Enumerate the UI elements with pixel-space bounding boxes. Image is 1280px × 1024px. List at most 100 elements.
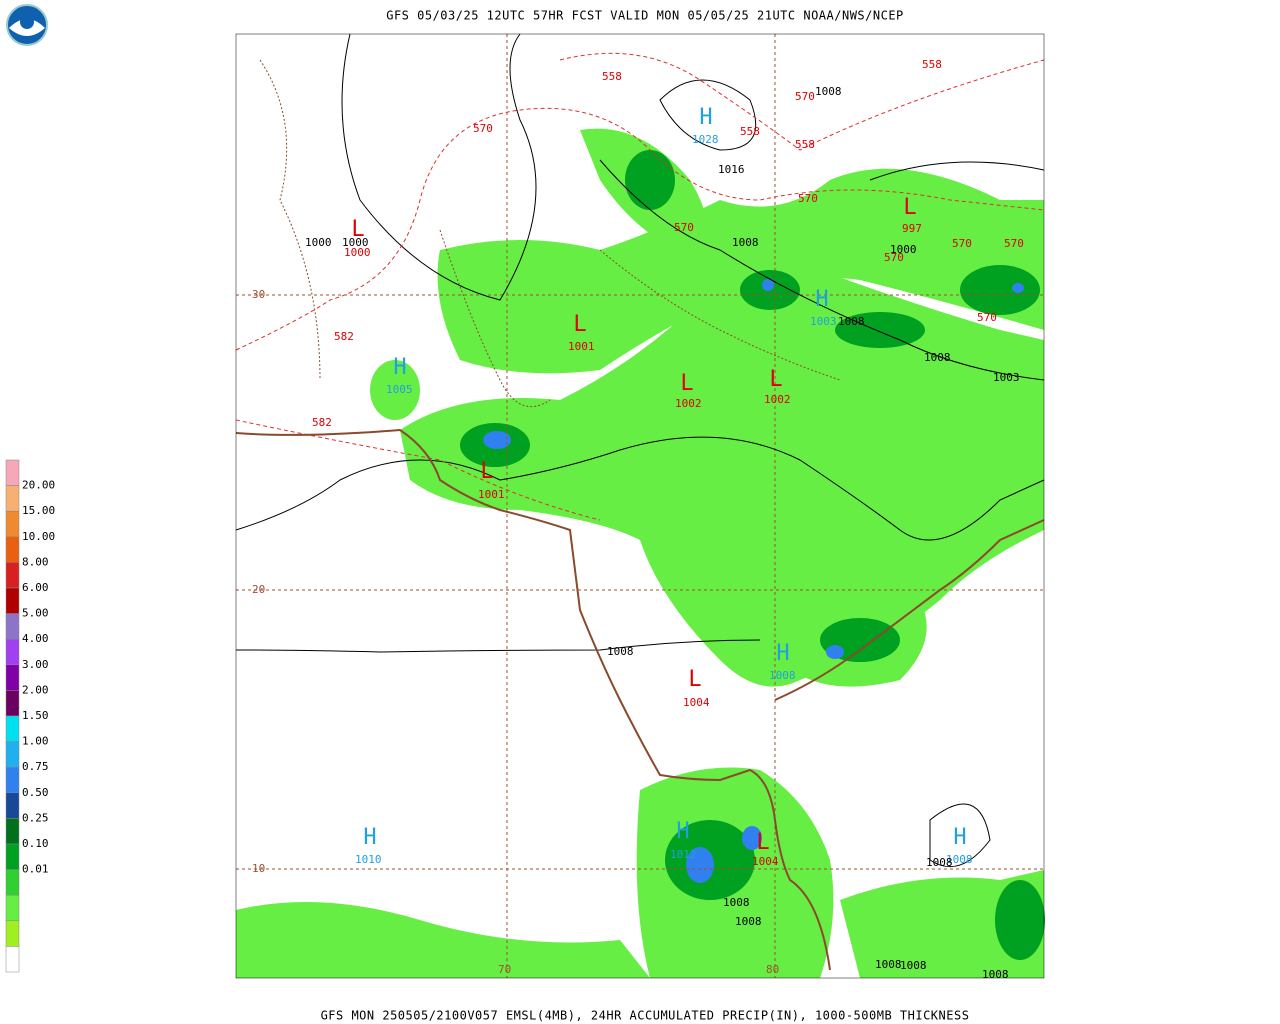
pressure-center: L	[480, 459, 493, 484]
contour-label: 1008	[815, 85, 842, 98]
contour-label: 1008	[735, 915, 762, 928]
contour-label: 997	[902, 222, 922, 235]
precip-intense	[483, 279, 1024, 883]
legend-label: 1.50	[22, 709, 49, 722]
legend-swatch	[5, 792, 20, 819]
contour-label: 1001	[478, 488, 505, 501]
contour-label: 570	[952, 237, 972, 250]
legend-swatch	[5, 485, 20, 512]
contour-label: 1002	[764, 393, 791, 406]
legend-label: 0.50	[22, 786, 49, 799]
legend-swatch	[5, 920, 20, 947]
pressure-center: L	[680, 371, 693, 396]
pressure-center: H	[953, 825, 966, 850]
contour-label: 1008	[982, 968, 1009, 981]
legend-swatch	[5, 587, 20, 614]
legend-label: 0.25	[22, 811, 49, 824]
pressure-center: H	[393, 355, 406, 380]
contour-label: 1000	[342, 236, 369, 249]
legend-swatch	[5, 613, 20, 640]
legend-swatch	[5, 766, 20, 794]
pressure-center: L	[903, 195, 916, 220]
legend-label: 20.00	[22, 479, 55, 492]
contour-label: 558	[795, 138, 815, 151]
legend-label: 0.01	[22, 863, 49, 876]
contour-label: 1008	[946, 853, 973, 866]
contour-label: 1016	[718, 163, 745, 176]
lat-label: 10	[252, 862, 265, 875]
pressure-center: H	[699, 105, 712, 130]
lon-label: 70	[498, 963, 511, 976]
contour-label: 570	[473, 122, 493, 135]
lat-label: 20	[252, 583, 265, 596]
legend-swatch	[5, 818, 20, 845]
pressure-center: H	[363, 825, 376, 850]
contour-label: 558	[602, 70, 622, 83]
contour-label: 1000	[305, 236, 332, 249]
isobars	[235, 33, 1045, 868]
lat-label: 30	[252, 288, 265, 301]
legend-label: 5.00	[22, 607, 49, 620]
contour-label: 1005	[386, 383, 413, 396]
contour-label: 1004	[752, 855, 779, 868]
legend-swatch	[5, 664, 20, 691]
contour-label: 1008	[723, 896, 750, 909]
contour-label: 570	[884, 251, 904, 264]
thickness-contours	[235, 52, 1045, 521]
map-title: GFS 05/03/25 12UTC 57HR FCST VALID MON 0…	[386, 9, 904, 23]
contour-label: 1010	[355, 853, 382, 866]
pressure-center: H	[676, 819, 689, 844]
noaa-logo	[6, 4, 48, 46]
map-caption: GFS MON 250505/2100V057 EMSL(4MB), 24HR …	[321, 1009, 970, 1023]
pressure-center: L	[688, 667, 701, 692]
legend-label: 3.00	[22, 658, 49, 671]
legend-swatch	[5, 741, 20, 768]
contour-label: 570	[795, 90, 815, 103]
contour-label: 1001	[568, 340, 595, 353]
legend-label: 0.10	[22, 837, 49, 850]
precip-legend: 20.00 15.00 10.00 8.00 6.00 5.00 4.00 3.00 2.00 1…	[5, 459, 55, 973]
contour-label: 1008	[900, 959, 927, 972]
legend-swatch	[5, 715, 20, 742]
legend-label: 8.00	[22, 555, 49, 568]
map-frame	[235, 33, 1045, 979]
legend-label: 0.75	[22, 760, 49, 773]
legend-swatch	[5, 459, 20, 486]
legend-swatch	[5, 946, 20, 973]
pressure-center: L	[769, 367, 782, 392]
map-area	[235, 33, 1045, 979]
legend-swatch	[5, 638, 20, 666]
legend-swatch	[5, 536, 20, 563]
borders	[259, 59, 841, 408]
contour-label: 582	[334, 330, 354, 343]
legend-label: 15.00	[22, 504, 55, 517]
lon-label: 80	[766, 963, 779, 976]
legend-label: 6.00	[22, 581, 49, 594]
contour-label: 558	[922, 58, 942, 71]
contour-label: 1008	[924, 351, 951, 364]
contour-label: 1012	[670, 848, 697, 861]
contour-label: 1008	[732, 236, 759, 249]
contour-label: 570	[1004, 237, 1024, 250]
legend-label: 2.00	[22, 683, 49, 696]
contour-label: 1000	[890, 243, 917, 256]
legend-swatch	[5, 690, 20, 717]
legend-label: 10.00	[22, 530, 55, 543]
legend-label: 1.00	[22, 735, 49, 748]
contour-label: 1008	[838, 315, 865, 328]
contour-label: 570	[798, 192, 818, 205]
contour-label: 1008	[769, 669, 796, 682]
pressure-center: H	[776, 641, 789, 666]
pressure-center: L	[756, 830, 769, 855]
contour-label: 1008	[875, 958, 902, 971]
contour-label: 1003	[810, 315, 837, 328]
pressure-center: L	[351, 217, 364, 242]
contour-label: 570	[977, 311, 997, 324]
contour-label: 1008	[926, 856, 953, 869]
contour-label: 1000	[344, 246, 371, 259]
legend-swatch	[5, 894, 20, 922]
contour-label: 1002	[675, 397, 702, 410]
legend-swatch	[5, 843, 20, 870]
